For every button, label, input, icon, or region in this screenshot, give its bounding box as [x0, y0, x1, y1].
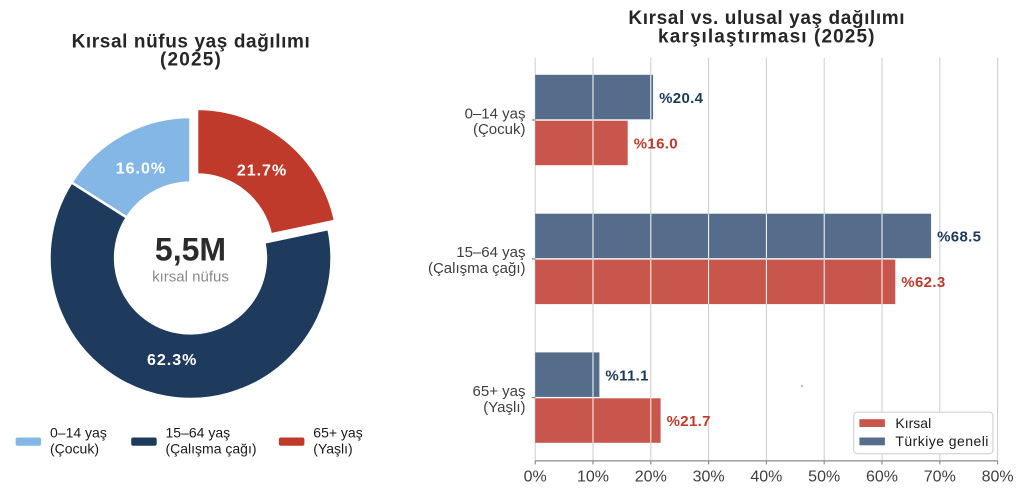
svg-text:20%: 20% — [635, 468, 667, 485]
svg-text:Kırsal vs. ulusal yaş dağılımı: Kırsal vs. ulusal yaş dağılımı — [628, 8, 905, 29]
svg-text:5,5M: 5,5M — [155, 232, 226, 268]
svg-text:Kırsal nüfus yaş dağılımı: Kırsal nüfus yaş dağılımı — [72, 32, 311, 53]
svg-text:%20.4: %20.4 — [659, 90, 704, 107]
svg-text:%68.5: %68.5 — [937, 229, 981, 246]
svg-text:Kırsal: Kırsal — [895, 415, 931, 431]
svg-text:40%: 40% — [750, 468, 782, 485]
svg-text:16.0%: 16.0% — [116, 161, 166, 178]
svg-text:50%: 50% — [808, 468, 840, 485]
svg-text:%11.1: %11.1 — [605, 367, 648, 384]
svg-text:0–14 yaş: 0–14 yaş — [50, 425, 107, 441]
svg-text:70%: 70% — [924, 468, 956, 485]
svg-text:Türkiye geneli: Türkiye geneli — [895, 433, 988, 449]
svg-text:0–14 yaş: 0–14 yaş — [465, 105, 526, 122]
svg-text:(Çalışma çağı): (Çalışma çağı) — [428, 260, 526, 277]
svg-text:65+ yaş: 65+ yaş — [473, 383, 526, 400]
svg-text:(Yaşlı): (Yaşlı) — [313, 441, 352, 457]
svg-text:%16.0: %16.0 — [634, 135, 678, 152]
svg-text:30%: 30% — [693, 468, 725, 485]
svg-text:karşılaştırması (2025): karşılaştırması (2025) — [658, 27, 876, 48]
svg-text:15–64 yaş: 15–64 yaş — [166, 425, 231, 441]
svg-text:21.7%: 21.7% — [237, 163, 287, 180]
svg-text:(2025): (2025) — [160, 50, 222, 71]
svg-text:kırsal nüfus: kırsal nüfus — [152, 269, 229, 286]
svg-text:62.3%: 62.3% — [147, 352, 197, 369]
svg-text:(Çalışma çağı): (Çalışma çağı) — [166, 441, 257, 457]
svg-text:0%: 0% — [524, 468, 547, 485]
svg-text:(Çocuk): (Çocuk) — [50, 441, 99, 457]
svg-text:65+ yaş: 65+ yaş — [313, 425, 362, 441]
svg-text:10%: 10% — [577, 468, 609, 485]
svg-text:60%: 60% — [866, 468, 898, 485]
svg-text:(Çocuk): (Çocuk) — [473, 121, 526, 138]
svg-text:80%: 80% — [982, 468, 1014, 485]
svg-text:(Yaşlı): (Yaşlı) — [483, 399, 525, 416]
svg-text:%21.7: %21.7 — [667, 413, 711, 430]
svg-text:%62.3: %62.3 — [901, 274, 945, 291]
svg-text:15–64 yaş: 15–64 yaş — [456, 244, 525, 261]
